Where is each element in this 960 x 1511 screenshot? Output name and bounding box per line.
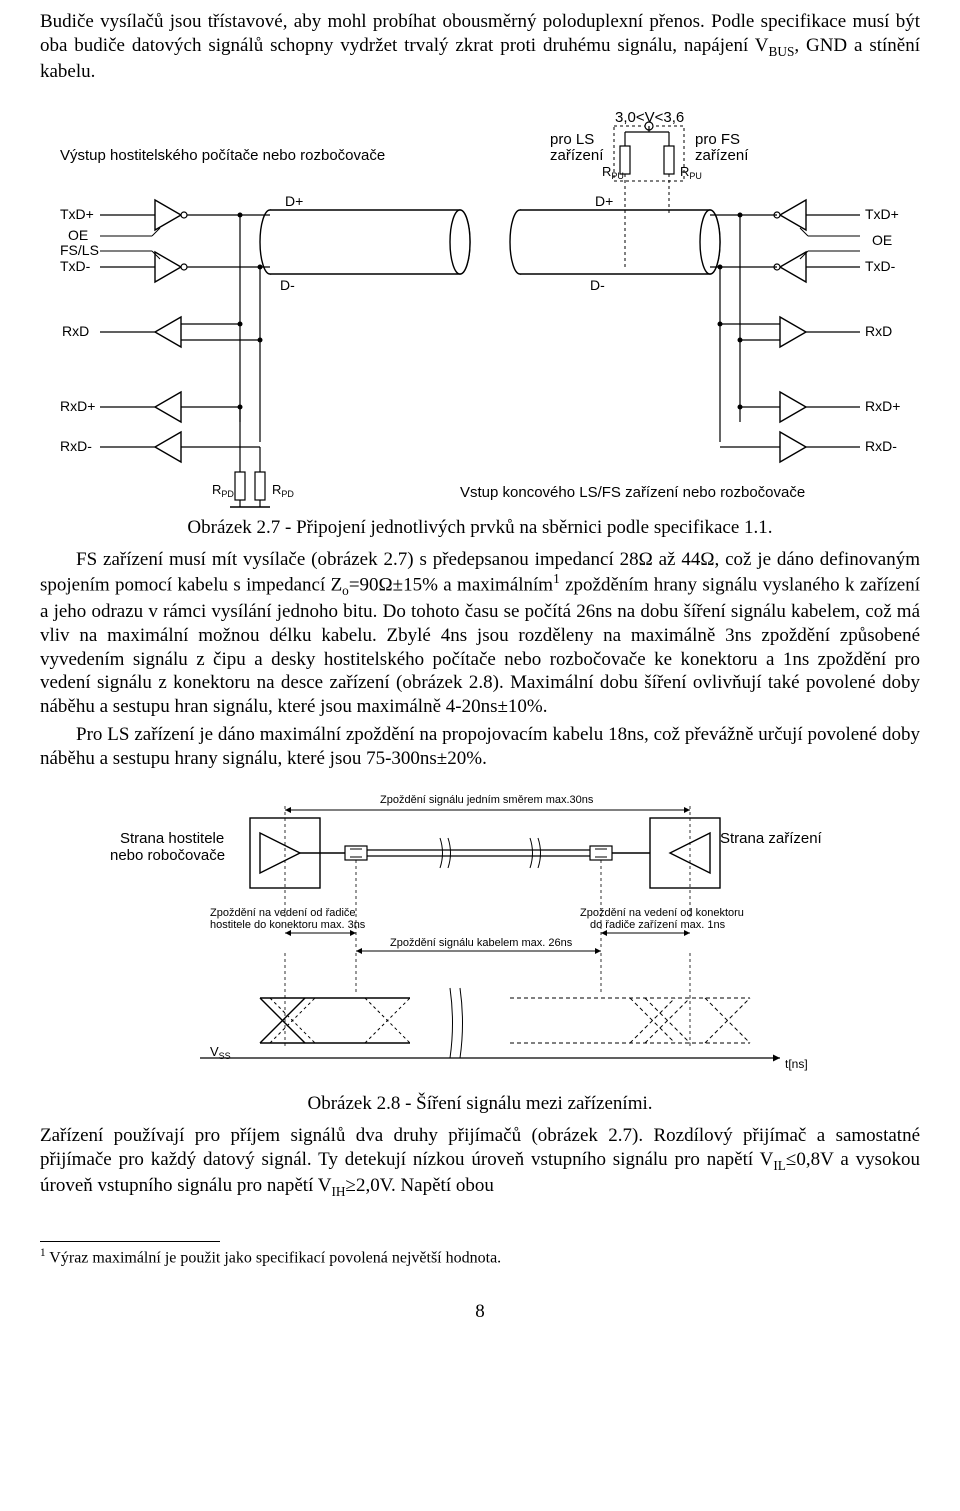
fig1-rxdp-l: RxD+ xyxy=(60,398,95,414)
figure-2-8-svg: Strana hostitele nebo robočovače Strana … xyxy=(110,788,850,1088)
p2-sub: o xyxy=(342,584,349,599)
footnote: 1 Výraz maximální je použit jako specifi… xyxy=(40,1246,920,1268)
figure-2-7: Výstup hostitelského počítače nebo rozbo… xyxy=(40,102,920,540)
fig2-delay-dev2: do řadiče zařízení max. 1ns xyxy=(590,919,726,931)
paragraph-fs: FS zařízení musí mít vysílače (obrázek 2… xyxy=(40,548,920,719)
fig2-delay-host1: Zpoždění na vedení od řadiče xyxy=(210,907,356,919)
cable-icon xyxy=(260,210,720,274)
p1-sub: BUS xyxy=(768,44,794,59)
figure-2-7-svg: Výstup hostitelského počítače nebo rozbo… xyxy=(60,102,900,512)
fig1-pro-ls: pro LS xyxy=(550,131,594,148)
fig1-rxd-r: RxD xyxy=(865,323,892,339)
fig2-vss: VSS xyxy=(210,1044,231,1061)
p2c: zpožděním hrany signálu vyslaného k zaří… xyxy=(40,575,920,717)
fig1-host-out: Výstup hostitelského počítače nebo rozbo… xyxy=(60,147,385,164)
figure-2-8-caption: Obrázek 2.8 - Šíření signálu mezi zaříze… xyxy=(40,1092,920,1116)
fig2-host2: nebo robočovače xyxy=(110,847,225,864)
fig1-dev-in: Vstup koncového LS/FS zařízení nebo rozb… xyxy=(460,484,805,501)
fig1-rxdm-l: RxD- xyxy=(60,438,92,454)
p2-sup: 1 xyxy=(553,571,560,586)
page-number: 8 xyxy=(40,1300,920,1324)
fig2-delay-host2: hostitele do konektoru max. 3ns xyxy=(210,919,366,931)
fig1-txdm-r: TxD- xyxy=(865,258,896,274)
p4-sub2: IH xyxy=(331,1184,345,1199)
figure-2-8: Strana hostitele nebo robočovače Strana … xyxy=(40,788,920,1116)
fig1-rpd-1: RPD xyxy=(212,482,234,499)
footnote-separator xyxy=(40,1241,220,1242)
fig2-delay-all: Zpoždění signálu jedním směrem max.30ns xyxy=(380,794,594,806)
fig1-oe-l: OE xyxy=(68,227,88,243)
fig1-rxdp-r: RxD+ xyxy=(865,398,900,414)
fig1-txdp-r: TxD+ xyxy=(865,206,899,222)
fig1-rpu-2: RPU xyxy=(680,164,702,181)
fig2-tns: t[ns] xyxy=(785,1057,808,1071)
timing-diagram-icon: t[ns] VSS xyxy=(200,953,808,1071)
paragraph-rx: Zařízení používají pro příjem signálů dv… xyxy=(40,1124,920,1201)
fig2-delay-dev1: Zpoždění na vedení od konektoru xyxy=(580,907,744,919)
fig1-zarizeni-2: zařízení xyxy=(695,147,749,164)
fig1-zarizeni-1: zařízení xyxy=(550,147,604,164)
paragraph-ls: Pro LS zařízení je dáno maximální zpoždě… xyxy=(40,723,920,771)
fig1-txdp-l: TxD+ xyxy=(60,206,94,222)
fig1-rxdm-r: RxD- xyxy=(865,438,897,454)
footnote-text: Výraz maximální je použit jako specifika… xyxy=(46,1249,502,1266)
fig1-txdm-l: TxD- xyxy=(60,258,91,274)
fig1-rpd-2: RPD xyxy=(272,482,294,499)
p4-sub1: IL xyxy=(773,1158,786,1173)
p4c: ≥2,0V. Napětí obou xyxy=(346,1175,494,1196)
fig1-fsls-l: FS/LS xyxy=(60,242,99,258)
fig1-dm-l: D- xyxy=(280,277,295,293)
page: Budiče vysílačů jsou třístavové, aby moh… xyxy=(0,0,960,1364)
fig1-dp-r: D+ xyxy=(595,193,613,209)
fig2-dev: Strana zařízení xyxy=(720,830,823,847)
fig1-rxd-l: RxD xyxy=(62,323,89,339)
fig1-pro-fs: pro FS xyxy=(695,131,740,148)
fig1-dp-l: D+ xyxy=(285,193,303,209)
p2b: =90Ω±15% a maximálním xyxy=(349,575,553,596)
fig1-dm-r: D- xyxy=(590,277,605,293)
fig2-host1: Strana hostitele xyxy=(120,830,224,847)
paragraph-intro: Budiče vysílačů jsou třístavové, aby moh… xyxy=(40,10,920,84)
figure-2-7-caption: Obrázek 2.7 - Připojení jednotlivých prv… xyxy=(40,516,920,540)
fig1-oe-r: OE xyxy=(872,232,892,248)
fig2-delay-cable: Zpoždění signálu kabelem max. 26ns xyxy=(390,937,573,949)
